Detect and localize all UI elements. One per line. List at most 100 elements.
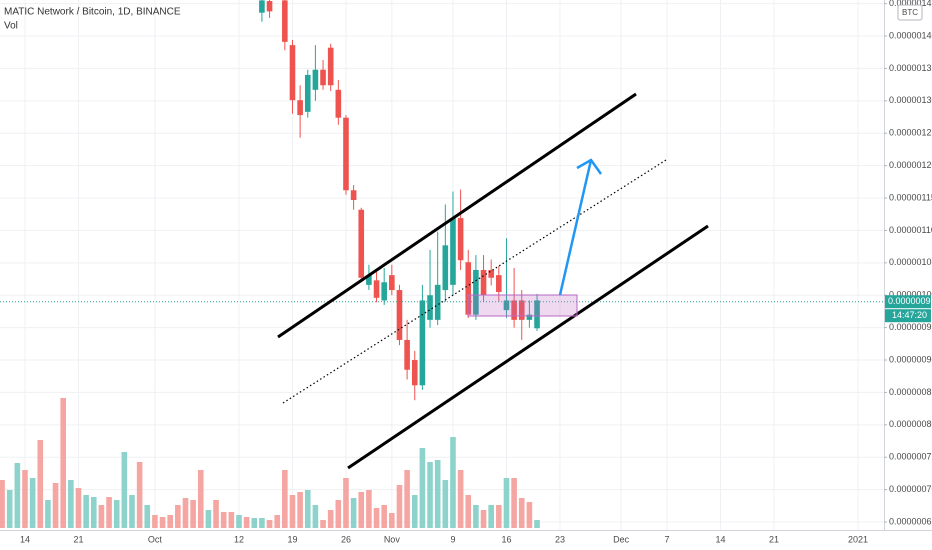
volume-bar	[511, 478, 517, 528]
candle-body	[480, 269, 487, 296]
volume-bar	[450, 437, 456, 528]
volume-bar	[29, 478, 36, 528]
volume-bar	[251, 518, 258, 528]
volume-bar	[259, 518, 265, 528]
volume-bar	[90, 497, 97, 528]
candle-body	[396, 290, 403, 340]
volume-bar	[75, 488, 82, 528]
candle-body	[304, 74, 311, 112]
candle-body	[350, 190, 357, 200]
volume-bar	[266, 520, 273, 528]
volume-bar	[373, 508, 380, 528]
volume-bar	[381, 505, 387, 528]
candle-body	[266, 1, 273, 12]
y-tick-label: 0.00000135	[889, 63, 932, 73]
volume-bar	[121, 452, 128, 528]
volume-bar	[152, 515, 158, 528]
candle-body	[488, 269, 494, 278]
volume-bar	[335, 500, 342, 528]
candle-body	[473, 269, 479, 315]
candle-body	[434, 284, 441, 320]
x-tick-label: 21	[769, 534, 779, 544]
volume-bar	[37, 440, 44, 528]
candle-body	[320, 69, 326, 86]
x-tick-label: 9	[450, 534, 455, 544]
volume-bar	[22, 470, 28, 528]
volume-bar	[534, 520, 540, 528]
y-tick-label: 0.00000095	[889, 322, 932, 332]
volume-bar	[488, 505, 494, 528]
volume-bar	[366, 490, 372, 528]
candle-body	[427, 295, 433, 320]
grid	[0, 0, 884, 530]
volume-bar	[427, 462, 433, 528]
candle-body	[534, 300, 540, 329]
last-price-box	[885, 295, 931, 309]
price-pane	[0, 0, 884, 401]
candle-body	[496, 275, 502, 292]
x-tick-label: 14	[715, 534, 725, 544]
y-tick-label: 0.00000080	[889, 419, 932, 429]
candle-body	[312, 69, 319, 90]
x-tick-label: Nov	[384, 534, 401, 544]
volume-bar	[190, 500, 196, 528]
volume-bar	[60, 398, 67, 528]
volume-bar	[274, 515, 280, 528]
x-tick-label: 14	[20, 534, 30, 544]
candle-body	[358, 209, 365, 278]
candle-body	[343, 117, 349, 191]
volume-bar	[419, 448, 426, 528]
volume-bar	[389, 513, 395, 528]
volume-bar	[167, 515, 173, 528]
candle-body	[404, 339, 410, 370]
candle-body	[289, 45, 296, 101]
y-tick-label: 0.00000145	[889, 0, 932, 8]
volume-bar	[68, 480, 74, 528]
y-tick-label: 0.00000130	[889, 95, 932, 105]
volume-bar	[350, 498, 357, 528]
y-tick-label: 0.00000075	[889, 452, 932, 462]
currency-label[interactable]: BTC	[902, 8, 918, 17]
volume-bar	[518, 498, 525, 528]
candle-body	[457, 218, 464, 261]
x-tick-label: 7	[664, 534, 669, 544]
candle-body	[442, 245, 449, 291]
y-tick-label: 0.00000065	[889, 516, 932, 526]
volume-bar	[6, 490, 13, 528]
volume-bar	[159, 517, 166, 528]
candle-body	[419, 300, 426, 386]
axes: 0.00000065 0.00000070 0.00000075 0.00000080…	[20, 0, 932, 544]
volume-bar	[129, 495, 135, 528]
volume-bar	[243, 517, 250, 528]
currency-box[interactable]	[897, 4, 923, 21]
volume-bar	[282, 470, 288, 528]
candle-body	[526, 314, 533, 320]
y-tick-label: 0.00000125	[889, 128, 932, 138]
x-tick-label: 26	[341, 534, 351, 544]
y-tick-label: 0.00000100	[889, 290, 932, 300]
countdown-label: 14:47:20	[892, 310, 927, 320]
candle-body	[511, 300, 517, 320]
y-tick-label: 0.00000105	[889, 257, 932, 267]
volume-bar	[289, 495, 296, 528]
x-tick-label: 12	[234, 534, 244, 544]
y-tick-label: 0.00000120	[889, 160, 932, 170]
volume-bar	[434, 460, 441, 528]
y-tick-label: 0.00000070	[889, 484, 932, 494]
volume-bar	[526, 502, 533, 528]
volume-bar	[106, 497, 112, 528]
x-tick-label: 19	[287, 534, 297, 544]
x-tick-label: 23	[555, 534, 565, 544]
volume-bar	[411, 495, 418, 528]
volume-bar	[358, 492, 365, 528]
volume-bar	[175, 505, 181, 528]
x-tick-label: Dec	[613, 534, 630, 544]
volume-bar	[144, 505, 151, 528]
volume-bar	[327, 510, 334, 528]
y-tick-label: 0.00000115	[889, 192, 932, 202]
candle-body	[366, 275, 372, 285]
candle-body	[465, 262, 472, 315]
volume-bar	[98, 505, 105, 528]
x-tick-label: 2021	[848, 534, 868, 544]
